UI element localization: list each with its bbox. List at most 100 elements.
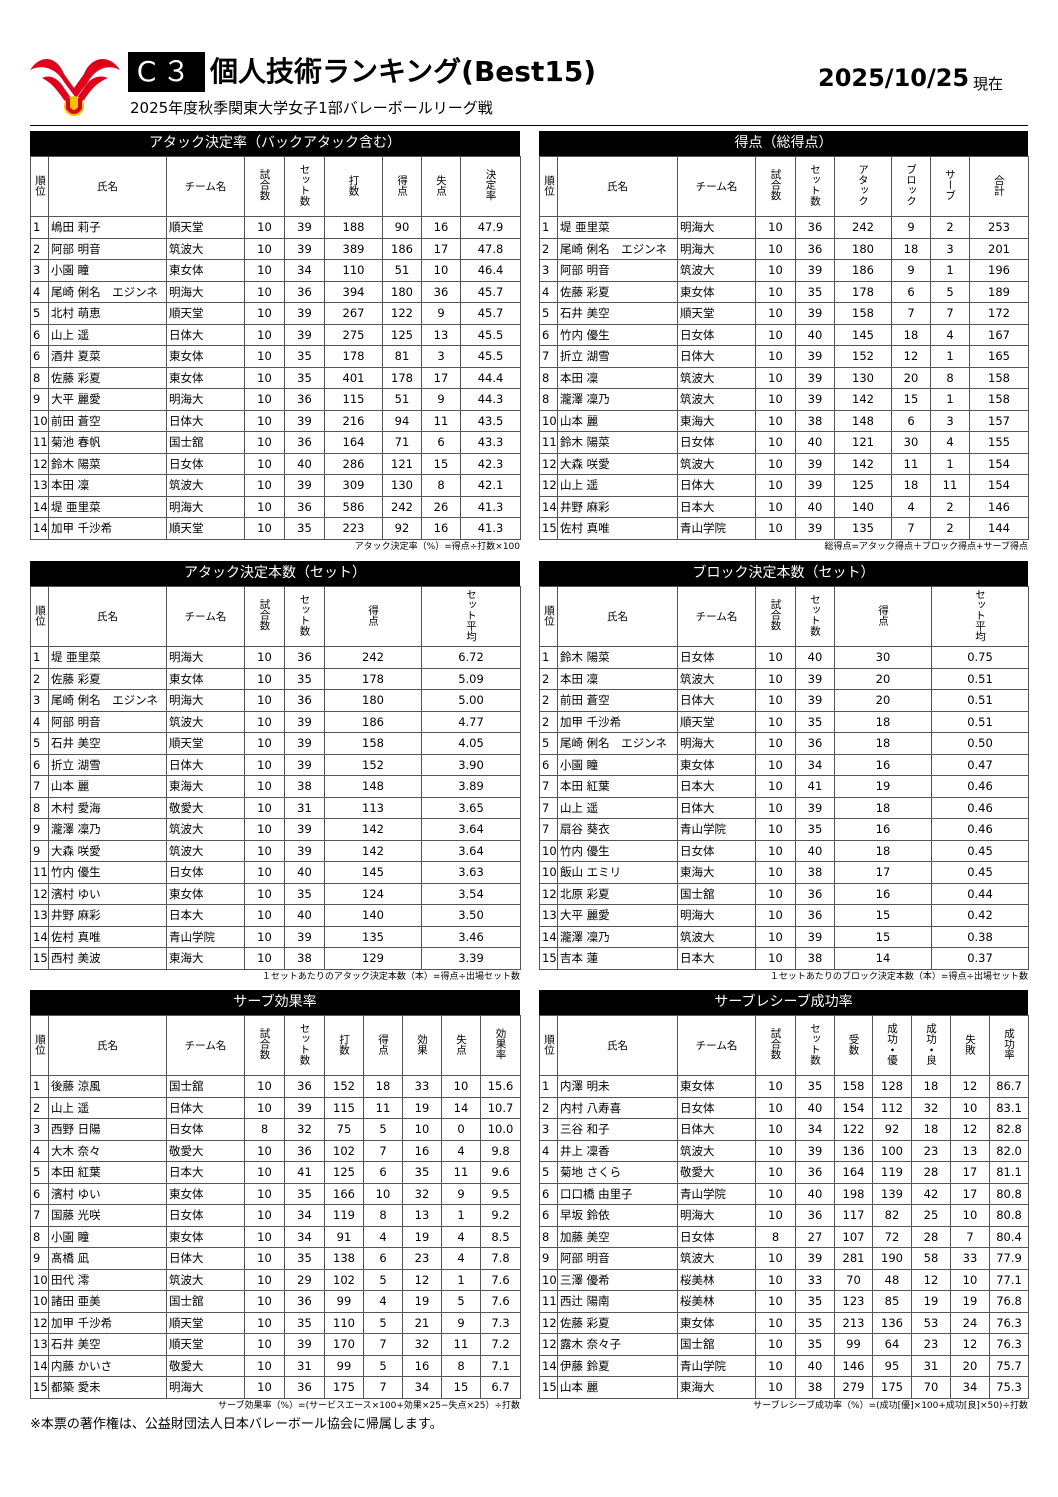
- cell: 0.51: [931, 710, 1029, 733]
- column-label: セット数: [298, 1023, 311, 1065]
- cell: 35: [795, 1333, 835, 1356]
- cell: 189: [969, 280, 1029, 303]
- cell: 4: [30, 710, 49, 733]
- cell: 10: [755, 345, 796, 368]
- cell: 10: [755, 925, 796, 948]
- data-row: 8 木村 愛海 敬愛大 10 31 113 3.65: [30, 796, 521, 819]
- cell: 16: [421, 517, 461, 540]
- section-note: サーブレシーブ成功率（%）=(成功[優]×100+成功[良]×50)÷打数: [753, 1400, 1028, 1411]
- cell: 4: [441, 1139, 481, 1162]
- cell: 35: [284, 1311, 325, 1334]
- column-header: チーム名: [166, 586, 245, 647]
- cell: 内澤 明未: [557, 1075, 678, 1098]
- cell: 39: [795, 517, 835, 540]
- cell: 加甲 千沙希: [557, 710, 678, 733]
- cell: 順天堂: [166, 732, 245, 755]
- cell: 12: [539, 1333, 558, 1356]
- column-header: チーム名: [166, 1015, 245, 1076]
- cell: 東女体: [166, 882, 245, 905]
- cell: 16: [834, 753, 932, 776]
- data-row: 11 菊池 春帆 国士舘 10 36 164 71 6 43.3: [30, 431, 521, 454]
- cell: 42.3: [460, 452, 521, 475]
- cell: 38: [284, 947, 325, 970]
- cell: 日体大: [677, 345, 756, 368]
- cell: 5: [363, 1311, 403, 1334]
- cell: 1: [30, 646, 49, 669]
- cell: 10: [244, 237, 285, 260]
- cell: 9: [30, 1247, 49, 1270]
- cell: 5.00: [421, 689, 521, 712]
- cell: 242: [382, 495, 422, 518]
- cell: 32: [284, 1118, 325, 1141]
- cell: 64: [872, 1333, 912, 1356]
- cell: 75: [324, 1118, 364, 1141]
- cell: 16: [402, 1354, 442, 1377]
- data-row: 9 瀧澤 凜乃 筑波大 10 39 142 3.64: [30, 818, 521, 841]
- cell: 45.5: [460, 323, 521, 346]
- column-header: アタック: [834, 156, 892, 217]
- cell: 99: [324, 1290, 364, 1313]
- cell: 10: [755, 431, 796, 454]
- cell: 125: [382, 323, 422, 346]
- data-row: 2 尾崎 俐名 エジンネ 明海大 10 36 180 18 3 201: [539, 237, 1029, 260]
- data-row: 7 折立 湖雪 日体大 10 39 152 12 1 165: [539, 345, 1029, 368]
- column-header: 試合数: [755, 586, 796, 647]
- cell: 10: [950, 1204, 990, 1227]
- cell: 39: [284, 216, 325, 239]
- cell: 4: [363, 1225, 403, 1248]
- data-row: 1 嶋田 莉子 順天堂 10 39 188 90 16 47.9: [30, 216, 521, 239]
- data-row: 11 竹内 優生 日女体 10 40 145 3.63: [30, 861, 521, 884]
- cell: 大森 咲愛: [557, 452, 678, 475]
- column-label: 氏名: [97, 181, 118, 193]
- cell: 10: [755, 366, 796, 389]
- cell: 31: [284, 1354, 325, 1377]
- cell: 明海大: [166, 1376, 245, 1399]
- cell: 39: [795, 388, 835, 411]
- cell: 172: [969, 302, 1029, 325]
- cell: 0.46: [931, 818, 1029, 841]
- cell: 敬愛大: [677, 1161, 756, 1184]
- cell: 露木 奈々子: [557, 1333, 678, 1356]
- cell: 東女体: [166, 1225, 245, 1248]
- cell: 401: [324, 366, 383, 389]
- cell: 1: [441, 1268, 481, 1291]
- cell: 36: [795, 237, 835, 260]
- cell: 青山学院: [677, 517, 756, 540]
- cell: 佐村 真唯: [48, 925, 167, 948]
- cell: 130: [382, 474, 422, 497]
- cell: 76.3: [989, 1311, 1029, 1334]
- cell: 198: [834, 1182, 873, 1205]
- cell: 鈴木 陽菜: [557, 431, 678, 454]
- cell: 6.72: [421, 646, 521, 669]
- cell: 1: [441, 1204, 481, 1227]
- data-row: 12 佐藤 彩夏 東女体 10 35 213 136 53 24 76.3: [539, 1311, 1029, 1334]
- cell: 本田 紅葉: [557, 775, 678, 798]
- column-header: 順位: [30, 156, 49, 217]
- column-label: 得点: [877, 604, 889, 626]
- data-row: 9 大平 麗愛 明海大 10 36 115 51 9 44.3: [30, 388, 521, 411]
- cell: 39: [284, 323, 325, 346]
- cell: 国士舘: [677, 1333, 756, 1356]
- cell: 鈴木 陽菜: [48, 452, 167, 475]
- cell: 筑波大: [677, 1139, 756, 1162]
- cell: 201: [969, 237, 1029, 260]
- cell: 小園 瞳: [557, 753, 678, 776]
- cell: 10: [755, 495, 796, 518]
- cell: 東海大: [677, 409, 756, 432]
- cell: 39: [284, 1096, 325, 1119]
- cell: 明海大: [166, 495, 245, 518]
- cell: 日女体: [166, 1204, 245, 1227]
- cell: 17: [421, 237, 461, 260]
- column-label: 得点: [367, 604, 379, 626]
- cell: 6: [30, 345, 49, 368]
- cell: 9.2: [480, 1204, 521, 1227]
- column-header: セット数: [284, 1015, 325, 1076]
- column-header: 成功・優: [872, 1015, 912, 1076]
- cell: 瀧澤 凜乃: [48, 818, 167, 841]
- cell: 121: [382, 452, 422, 475]
- cell: 4: [539, 1139, 558, 1162]
- cell: 41: [795, 775, 835, 798]
- data-row: 2 加甲 千沙希 順天堂 10 35 18 0.51: [539, 710, 1029, 733]
- column-label: アタック: [857, 164, 869, 206]
